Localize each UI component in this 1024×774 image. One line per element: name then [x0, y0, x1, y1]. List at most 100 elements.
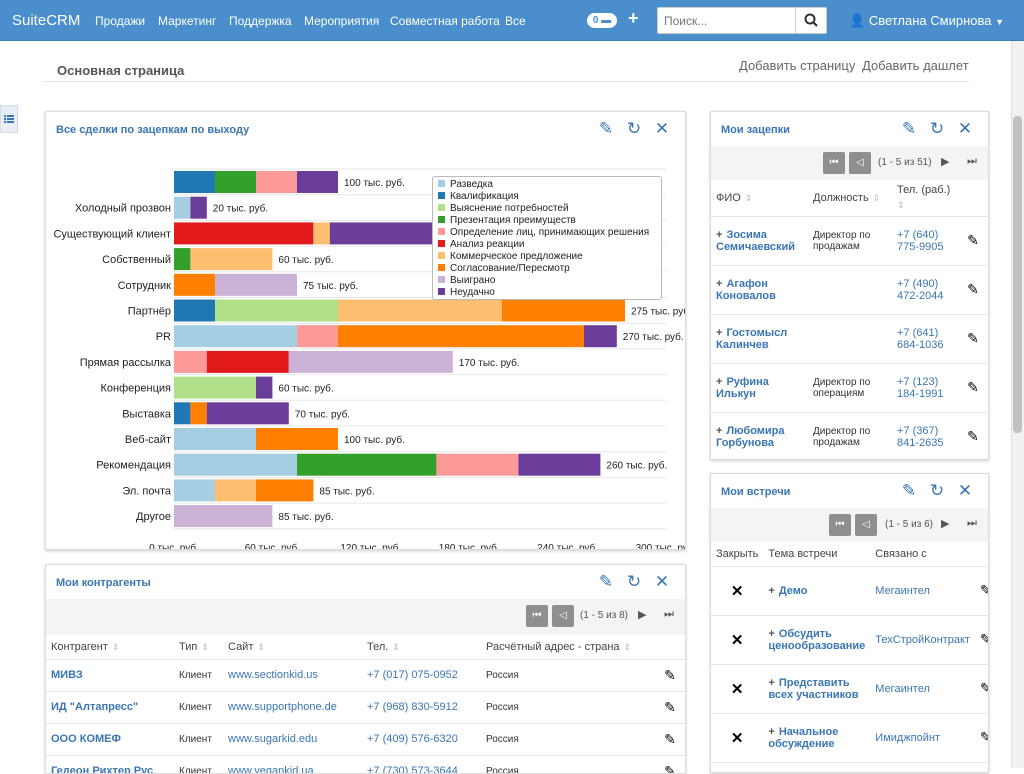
meeting-related-link[interactable]: ТехСтройКонтракт	[870, 614, 975, 664]
col-header-related[interactable]: Связано с	[875, 547, 927, 560]
expand-plus-icon[interactable]: +	[716, 424, 723, 437]
first-page-icon[interactable]: ⏮	[526, 605, 548, 627]
bar-segment[interactable]	[215, 299, 338, 322]
user-menu[interactable]: 👤 Светлана Смирнова ▼	[849, 13, 1004, 29]
lead-name-link[interactable]: Зосима Семичаевский	[716, 228, 796, 253]
account-site-link[interactable]: www.vegankid.ua	[223, 754, 362, 773]
refresh-icon[interactable]: ↻	[929, 481, 945, 500]
search-button[interactable]	[795, 7, 827, 34]
bar-segment[interactable]	[256, 479, 314, 502]
close-icon[interactable]: ✕	[654, 119, 670, 138]
account-name-link[interactable]: ИД "Алтапресс"	[46, 690, 174, 723]
edit-pencil-icon[interactable]: ✎	[655, 658, 685, 691]
bar-segment[interactable]	[338, 325, 584, 348]
edit-pencil-icon[interactable]: ✎	[974, 614, 988, 664]
expand-plus-icon[interactable]: +	[716, 375, 723, 388]
bar-segment[interactable]	[190, 196, 207, 219]
expand-plus-icon[interactable]: +	[768, 676, 775, 689]
col-header-subject[interactable]: Тема встречи	[768, 547, 838, 560]
nav-sales[interactable]: Продажи	[95, 14, 146, 28]
bar-segment[interactable]	[190, 402, 207, 425]
first-page-icon[interactable]: ⏮	[829, 514, 851, 536]
edit-pencil-icon[interactable]: ✎	[901, 119, 917, 138]
add-dashlet-button[interactable]: Добавить дашлет	[862, 58, 969, 73]
prev-page-icon[interactable]: ◁	[849, 152, 871, 174]
quick-create-plus-icon[interactable]: +	[628, 8, 639, 28]
account-site-link[interactable]: www.supportphone.de	[223, 690, 362, 723]
refresh-icon[interactable]: ↻	[626, 119, 642, 138]
edit-pencil-icon[interactable]: ✎	[974, 663, 988, 713]
col-header-type[interactable]: Тип ⇕	[179, 640, 209, 653]
bar-segment[interactable]	[256, 428, 338, 450]
bar-segment[interactable]	[174, 248, 191, 271]
lead-phone-link[interactable]: +7 (367) 841-2635	[892, 411, 958, 459]
bar-segment[interactable]	[584, 325, 617, 348]
bar-segment[interactable]	[256, 376, 273, 399]
close-meeting-icon[interactable]: ✕	[711, 712, 764, 762]
sidebar-toggle[interactable]	[0, 105, 18, 133]
bar-segment[interactable]	[206, 402, 289, 425]
bar-segment[interactable]	[174, 453, 297, 476]
bar-segment[interactable]	[297, 171, 338, 193]
next-page-icon[interactable]: ▶	[941, 518, 950, 530]
first-page-icon[interactable]: ⏮	[823, 152, 845, 174]
bar-segment[interactable]	[215, 273, 297, 296]
meeting-subject-link[interactable]: Обсудить ценообразование	[768, 627, 866, 652]
account-site-link[interactable]: www.sugarkid.edu	[223, 722, 362, 755]
nav-marketing[interactable]: Маркетинг	[158, 14, 217, 28]
meeting-subject-link[interactable]: Демо	[778, 584, 808, 597]
refresh-icon[interactable]: ↻	[626, 572, 642, 591]
nav-all[interactable]: Все	[505, 14, 526, 28]
nav-collaboration[interactable]: Совместная работа	[390, 14, 500, 28]
bar-segment[interactable]	[174, 222, 314, 245]
account-name-link[interactable]: МИВЗ	[46, 658, 174, 691]
bar-segment[interactable]	[518, 453, 601, 476]
bar-segment[interactable]	[206, 350, 289, 373]
bar-segment[interactable]	[174, 273, 215, 296]
edit-pencil-icon[interactable]: ✎	[958, 362, 988, 412]
lead-phone-link[interactable]: +7 (123) 184-1991	[892, 362, 958, 412]
meeting-subject-link[interactable]: Представить всех участников	[768, 676, 859, 701]
search-input[interactable]	[657, 7, 796, 34]
close-icon[interactable]: ✕	[654, 572, 670, 591]
close-meeting-icon[interactable]: ✕	[711, 663, 764, 713]
edit-pencil-icon[interactable]: ✎	[901, 481, 917, 500]
lead-phone-link[interactable]: +7 (640) 775-9905	[892, 215, 958, 265]
expand-plus-icon[interactable]: +	[716, 326, 723, 339]
meeting-related-link[interactable]: Мегаинтел	[870, 565, 975, 615]
bar-segment[interactable]	[338, 299, 502, 322]
col-header-account[interactable]: Контрагент ⇕	[51, 640, 120, 653]
edit-pencil-icon[interactable]: ✎	[974, 761, 988, 772]
bar-segment[interactable]	[174, 196, 191, 219]
refresh-icon[interactable]: ↻	[929, 119, 945, 138]
edit-pencil-icon[interactable]: ✎	[974, 565, 988, 615]
close-meeting-icon[interactable]: ✕	[711, 614, 764, 664]
meeting-subject-link[interactable]: Начальное обсуждение	[768, 725, 839, 750]
bar-segment[interactable]	[256, 171, 297, 193]
notifications-badge[interactable]: 0 ▬	[587, 13, 617, 28]
account-phone-link[interactable]: +7 (409) 576-6320	[362, 722, 481, 755]
close-icon[interactable]: ✕	[957, 481, 973, 500]
expand-plus-icon[interactable]: +	[768, 627, 775, 640]
lead-name-link[interactable]: Руфина Илькун	[716, 375, 769, 400]
edit-pencil-icon[interactable]: ✎	[958, 313, 988, 363]
bar-segment[interactable]	[313, 222, 330, 245]
next-page-icon[interactable]: ▶	[638, 609, 647, 621]
lead-phone-link[interactable]: +7 (490) 472-2044	[892, 264, 958, 314]
meeting-related-link[interactable]: Мегаинтел	[870, 663, 975, 713]
edit-pencil-icon[interactable]: ✎	[655, 690, 685, 723]
bar-segment[interactable]	[297, 453, 437, 476]
close-icon[interactable]: ✕	[957, 119, 973, 138]
edit-pencil-icon[interactable]: ✎	[655, 722, 685, 755]
bar-segment[interactable]	[174, 402, 191, 425]
col-header-site[interactable]: Сайт ⇕	[228, 640, 265, 653]
bar-segment[interactable]	[297, 325, 338, 348]
bar-segment[interactable]	[174, 350, 207, 373]
account-site-link[interactable]: www.sectionkid.us	[223, 658, 362, 691]
close-meeting-icon[interactable]: ✕	[711, 761, 764, 772]
nav-support[interactable]: Поддержка	[229, 14, 292, 28]
bar-segment[interactable]	[288, 350, 453, 373]
col-header-name[interactable]: ФИО ⇕	[716, 191, 753, 204]
bar-segment[interactable]	[174, 505, 273, 528]
col-header-close[interactable]: Закрыть	[716, 547, 759, 560]
